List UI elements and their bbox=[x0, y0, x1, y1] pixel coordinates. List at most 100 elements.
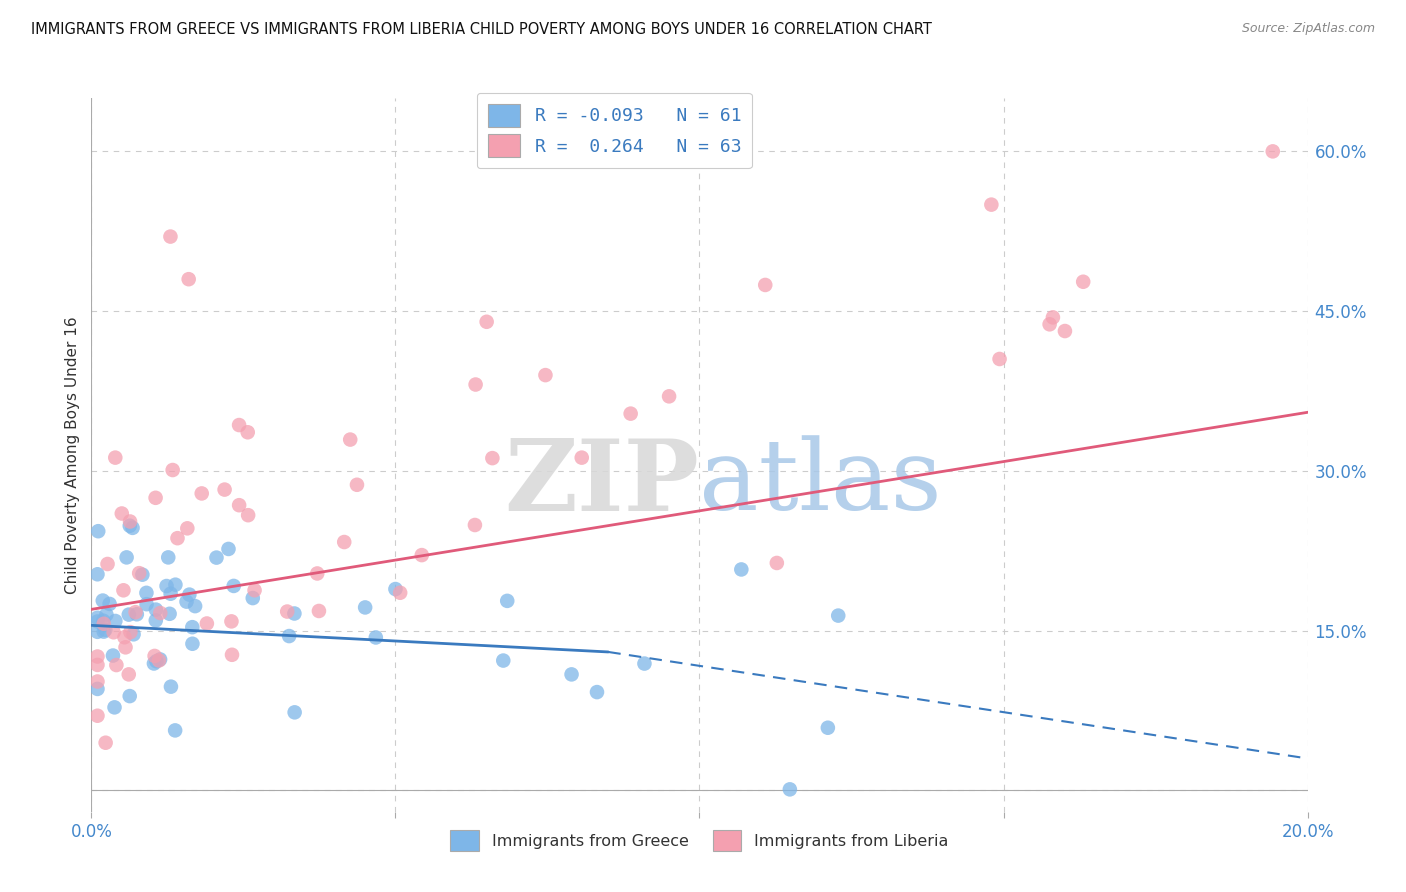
Point bbox=[114, 640, 136, 655]
Point bbox=[827, 608, 849, 623]
Point bbox=[242, 591, 264, 605]
Point bbox=[633, 657, 655, 671]
Point bbox=[620, 407, 643, 421]
Point bbox=[779, 782, 801, 797]
Point bbox=[176, 594, 198, 608]
Point bbox=[205, 550, 228, 565]
Point bbox=[165, 577, 187, 591]
Point bbox=[149, 652, 172, 666]
Point bbox=[980, 197, 1002, 211]
Point bbox=[114, 630, 136, 644]
Point bbox=[118, 515, 141, 529]
Point bbox=[184, 599, 207, 614]
Point bbox=[145, 602, 167, 616]
Point bbox=[145, 614, 167, 628]
Point bbox=[91, 593, 114, 607]
Point bbox=[118, 518, 141, 533]
Point bbox=[86, 674, 108, 689]
Point bbox=[131, 567, 153, 582]
Point bbox=[128, 566, 150, 581]
Point bbox=[988, 351, 1011, 366]
Point bbox=[354, 600, 377, 615]
Point bbox=[278, 629, 301, 643]
Point bbox=[121, 521, 143, 535]
Point bbox=[730, 562, 752, 576]
Point bbox=[181, 620, 204, 634]
Point bbox=[162, 463, 184, 477]
Point bbox=[86, 624, 108, 639]
Point bbox=[157, 550, 180, 565]
Point bbox=[159, 229, 181, 244]
Point bbox=[96, 607, 118, 622]
Point bbox=[118, 689, 141, 703]
Point bbox=[1053, 324, 1076, 338]
Point bbox=[307, 566, 329, 581]
Point bbox=[1261, 145, 1284, 159]
Point bbox=[221, 648, 243, 662]
Text: IMMIGRANTS FROM GREECE VS IMMIGRANTS FROM LIBERIA CHILD POVERTY AMONG BOYS UNDER: IMMIGRANTS FROM GREECE VS IMMIGRANTS FRO… bbox=[31, 22, 932, 37]
Point bbox=[333, 535, 356, 549]
Point bbox=[481, 451, 503, 466]
Point bbox=[125, 607, 148, 622]
Point bbox=[176, 521, 198, 535]
Point bbox=[236, 425, 259, 440]
Point bbox=[276, 605, 298, 619]
Point bbox=[1071, 275, 1094, 289]
Point bbox=[571, 450, 593, 465]
Point bbox=[817, 721, 839, 735]
Point bbox=[179, 588, 201, 602]
Point bbox=[86, 649, 108, 664]
Point bbox=[214, 483, 236, 497]
Point bbox=[658, 389, 681, 403]
Point bbox=[181, 637, 204, 651]
Point bbox=[159, 607, 181, 621]
Point bbox=[222, 579, 245, 593]
Point bbox=[145, 654, 167, 668]
Point bbox=[111, 507, 134, 521]
Legend: Immigrants from Greece, Immigrants from Liberia: Immigrants from Greece, Immigrants from … bbox=[444, 824, 955, 857]
Point bbox=[284, 706, 307, 720]
Point bbox=[339, 433, 361, 447]
Point bbox=[177, 272, 200, 286]
Point bbox=[120, 625, 142, 640]
Point bbox=[464, 377, 486, 392]
Point bbox=[143, 648, 166, 663]
Point bbox=[124, 605, 146, 619]
Point bbox=[236, 508, 259, 523]
Point bbox=[98, 597, 121, 611]
Point bbox=[86, 681, 108, 696]
Point bbox=[346, 477, 368, 491]
Point bbox=[195, 616, 218, 631]
Point bbox=[561, 667, 583, 681]
Point bbox=[308, 604, 330, 618]
Point bbox=[103, 625, 125, 640]
Point bbox=[766, 556, 789, 570]
Point bbox=[104, 614, 127, 628]
Point bbox=[94, 623, 117, 637]
Point bbox=[384, 582, 406, 596]
Point bbox=[534, 368, 557, 383]
Text: Source: ZipAtlas.com: Source: ZipAtlas.com bbox=[1241, 22, 1375, 36]
Point bbox=[115, 550, 138, 565]
Point bbox=[1042, 310, 1064, 325]
Point bbox=[492, 654, 515, 668]
Point bbox=[86, 708, 108, 723]
Point bbox=[165, 723, 187, 738]
Point bbox=[101, 648, 124, 663]
Point bbox=[112, 583, 135, 598]
Point bbox=[103, 700, 125, 714]
Point bbox=[87, 524, 110, 539]
Point bbox=[135, 597, 157, 611]
Point bbox=[135, 586, 157, 600]
Point bbox=[160, 680, 183, 694]
Point bbox=[91, 614, 114, 628]
Point bbox=[228, 498, 250, 512]
Point bbox=[496, 594, 519, 608]
Point bbox=[86, 615, 108, 629]
Point bbox=[155, 579, 177, 593]
Text: atlas: atlas bbox=[699, 435, 942, 532]
Point bbox=[148, 653, 170, 667]
Point bbox=[586, 685, 609, 699]
Point bbox=[243, 583, 266, 598]
Point bbox=[118, 607, 141, 622]
